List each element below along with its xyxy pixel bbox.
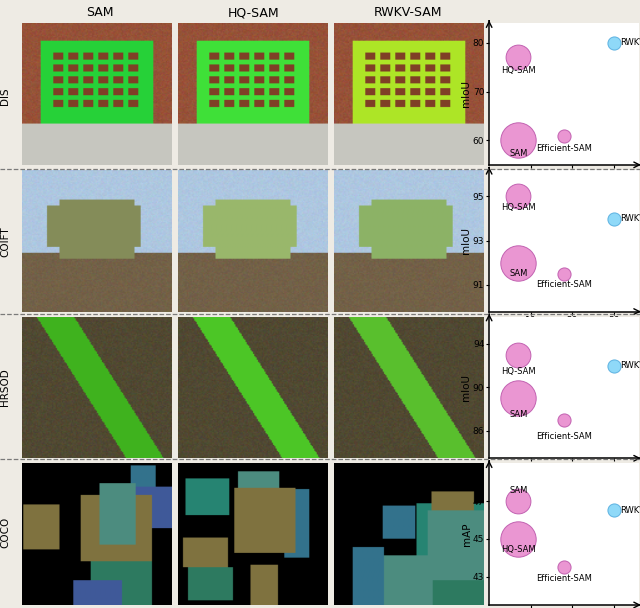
Text: Efficient-SAM: Efficient-SAM xyxy=(536,280,592,289)
Text: HQ-SAM: HQ-SAM xyxy=(501,202,536,212)
X-axis label: FPS: FPS xyxy=(554,179,573,188)
Y-axis label: mIoU: mIoU xyxy=(461,374,472,401)
Text: DIS: DIS xyxy=(0,87,10,105)
Point xyxy=(559,131,569,140)
Text: RWKV-SAM: RWKV-SAM xyxy=(373,7,442,19)
Text: SAM: SAM xyxy=(86,7,113,19)
Text: HQ-SAM: HQ-SAM xyxy=(501,545,536,554)
Text: SAM: SAM xyxy=(509,269,527,278)
Text: HQ-SAM: HQ-SAM xyxy=(228,7,279,19)
Text: RWKV-SAM: RWKV-SAM xyxy=(620,361,640,370)
Text: HQ-SAM: HQ-SAM xyxy=(501,66,536,75)
Point xyxy=(609,506,619,516)
Point xyxy=(513,136,524,145)
Y-axis label: mIoU: mIoU xyxy=(461,80,472,108)
X-axis label: FPS: FPS xyxy=(554,472,573,482)
Text: RWKV-SAM: RWKV-SAM xyxy=(620,38,640,47)
Y-axis label: mIoU: mIoU xyxy=(461,227,472,254)
Point xyxy=(513,393,524,403)
Point xyxy=(609,38,619,47)
Point xyxy=(609,361,619,370)
Text: RWKV-SAM: RWKV-SAM xyxy=(620,214,640,223)
Point xyxy=(513,496,524,506)
Text: HQ-SAM: HQ-SAM xyxy=(501,367,536,376)
Y-axis label: mAP: mAP xyxy=(461,522,472,546)
Point xyxy=(559,269,569,278)
Point xyxy=(559,415,569,425)
Text: COCO: COCO xyxy=(0,517,10,548)
Point xyxy=(609,213,619,223)
Point xyxy=(513,52,524,62)
Text: SAM: SAM xyxy=(509,149,527,158)
Point xyxy=(513,192,524,201)
Text: Efficient-SAM: Efficient-SAM xyxy=(536,144,592,153)
Text: SAM: SAM xyxy=(509,486,527,496)
X-axis label: FPS: FPS xyxy=(554,325,573,336)
Point xyxy=(513,534,524,544)
Point xyxy=(513,350,524,359)
Text: SAM: SAM xyxy=(509,410,527,420)
Text: COIFT: COIFT xyxy=(0,226,10,257)
Point xyxy=(559,562,569,572)
Text: HRSOD: HRSOD xyxy=(0,368,10,406)
Text: Efficient-SAM: Efficient-SAM xyxy=(536,574,592,583)
Text: RWKV-SAM: RWKV-SAM xyxy=(620,506,640,515)
Point xyxy=(513,258,524,268)
Text: Efficient-SAM: Efficient-SAM xyxy=(536,432,592,441)
